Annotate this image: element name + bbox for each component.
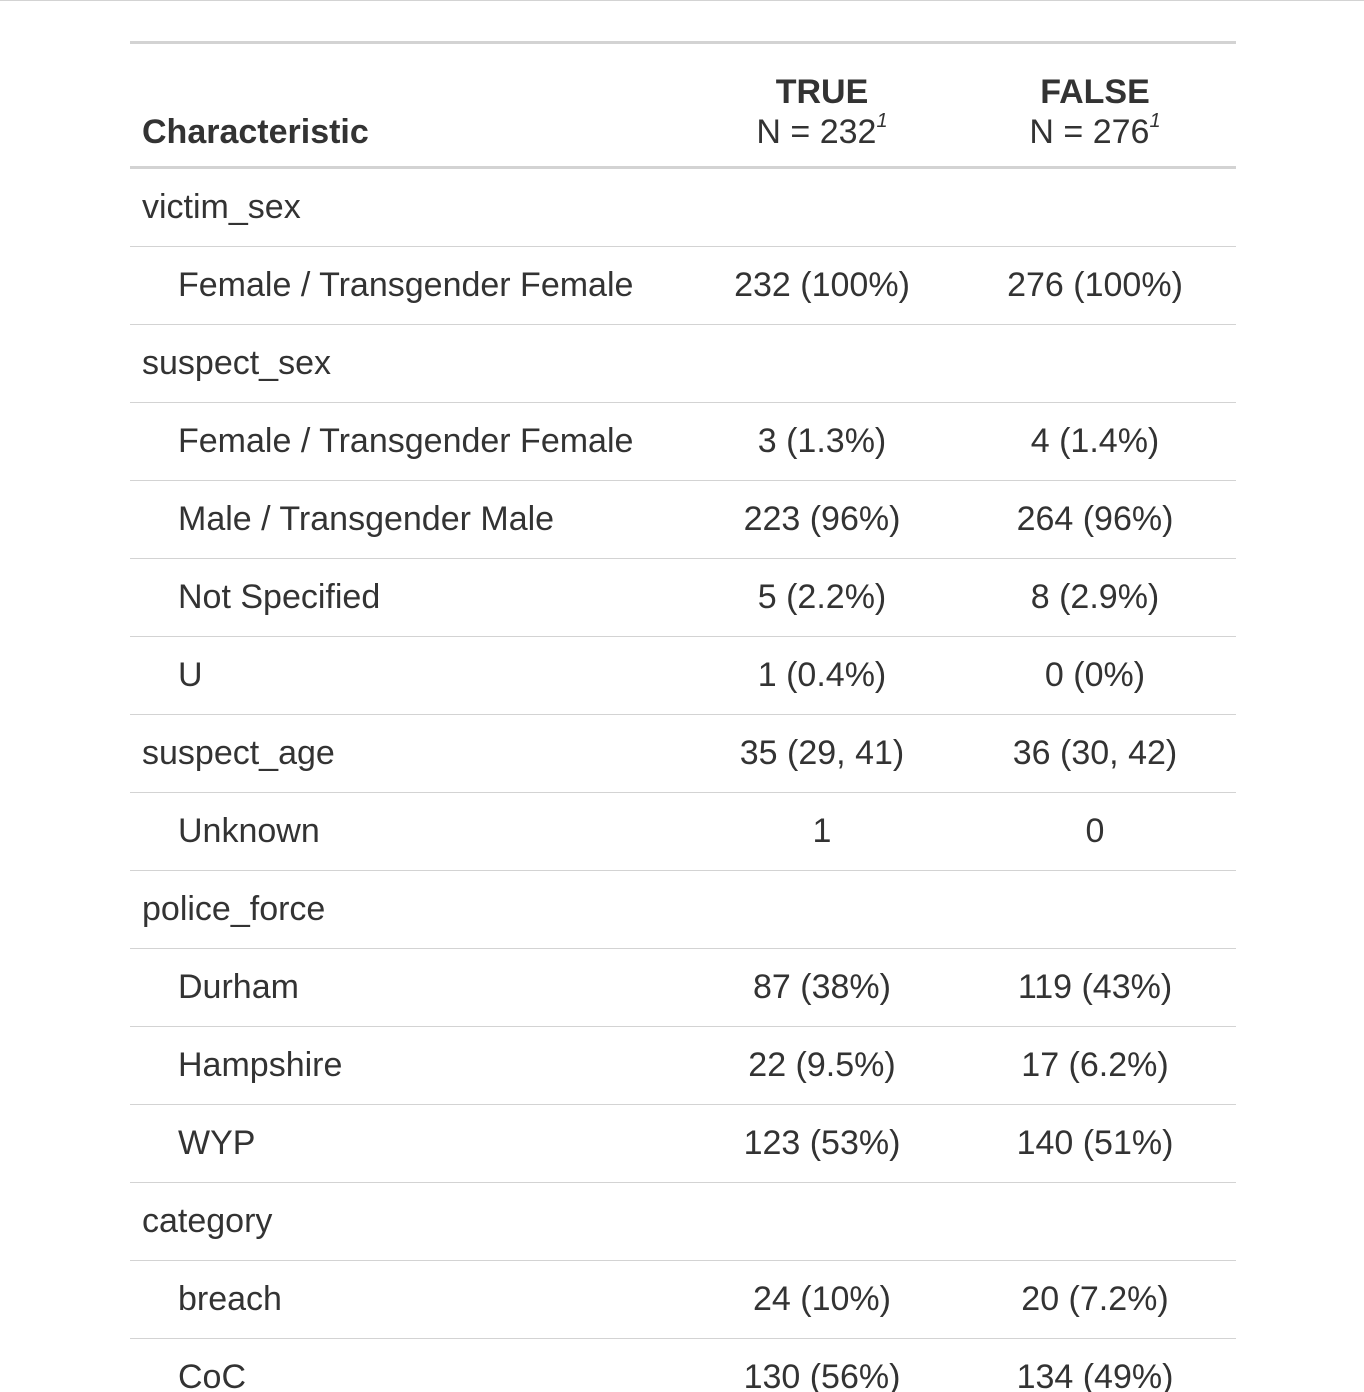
row-label: Female / Transgender Female [130, 246, 690, 325]
table-row: suspect_sex [130, 324, 1236, 403]
true-group-header: TRUE N = 2321 [690, 42, 954, 169]
table-row: U 1 (0.4%) 0 (0%) [130, 636, 1236, 715]
row-label: Hampshire [130, 1026, 690, 1105]
true-value: 24 (10%) [690, 1260, 954, 1339]
table-row: breach 24 (10%) 20 (7.2%) [130, 1260, 1236, 1339]
row-label: U [130, 636, 690, 715]
table-row: suspect_age 35 (29, 41) 36 (30, 42) [130, 714, 1236, 793]
table-row: Female / Transgender Female 232 (100%) 2… [130, 246, 1236, 325]
false-value: 36 (30, 42) [954, 714, 1236, 793]
false-value: 0 [954, 792, 1236, 871]
true-value: 3 (1.3%) [690, 402, 954, 481]
true-value: 123 (53%) [690, 1104, 954, 1183]
false-value: 0 (0%) [954, 636, 1236, 715]
table-row: police_force [130, 870, 1236, 949]
row-label: Not Specified [130, 558, 690, 637]
footnote-mark: 1 [1149, 110, 1161, 132]
row-label: CoC [130, 1338, 690, 1392]
row-label: suspect_age [130, 714, 690, 793]
table-row: category [130, 1182, 1236, 1261]
false-value: 264 (96%) [954, 480, 1236, 559]
false-group-header: FALSE N = 2761 [954, 42, 1236, 169]
row-label: WYP [130, 1104, 690, 1183]
header-row: Characteristic TRUE N = 2321 FALSE N = 276… [130, 42, 1236, 169]
false-value [954, 1182, 1236, 1261]
false-value: 17 (6.2%) [954, 1026, 1236, 1105]
table-row: Female / Transgender Female 3 (1.3%) 4 (… [130, 402, 1236, 481]
true-value: 87 (38%) [690, 948, 954, 1027]
row-label: Female / Transgender Female [130, 402, 690, 481]
table-row: Hampshire 22 (9.5%) 17 (6.2%) [130, 1026, 1236, 1105]
row-label: Unknown [130, 792, 690, 871]
table-row: Male / Transgender Male 223 (96%) 264 (9… [130, 480, 1236, 559]
summary-table: Characteristic TRUE N = 2321 FALSE N = 276… [130, 41, 1236, 1392]
table-row: Durham 87 (38%) 119 (43%) [130, 948, 1236, 1027]
top-divider [0, 0, 1364, 1]
row-label: police_force [130, 870, 690, 949]
footnote-mark: 1 [876, 110, 888, 132]
false-value [954, 167, 1236, 247]
group-n: N = 232 [756, 113, 877, 151]
row-label: suspect_sex [130, 324, 690, 403]
false-value: 140 (51%) [954, 1104, 1236, 1183]
row-label: breach [130, 1260, 690, 1339]
false-value: 4 (1.4%) [954, 402, 1236, 481]
true-value: 5 (2.2%) [690, 558, 954, 637]
false-value: 119 (43%) [954, 948, 1236, 1027]
false-value [954, 870, 1236, 949]
true-value: 1 [690, 792, 954, 871]
true-value [690, 1182, 954, 1261]
row-label: Male / Transgender Male [130, 480, 690, 559]
true-value [690, 167, 954, 247]
row-label: Durham [130, 948, 690, 1027]
true-value: 223 (96%) [690, 480, 954, 559]
true-value: 1 (0.4%) [690, 636, 954, 715]
group-n: N = 276 [1029, 113, 1150, 151]
false-value: 8 (2.9%) [954, 558, 1236, 637]
false-value: 20 (7.2%) [954, 1260, 1236, 1339]
table-row: Not Specified 5 (2.2%) 8 (2.9%) [130, 558, 1236, 637]
table-row: Unknown 1 0 [130, 792, 1236, 871]
true-value: 130 (56%) [690, 1338, 954, 1392]
row-label: category [130, 1182, 690, 1261]
true-value: 232 (100%) [690, 246, 954, 325]
true-value [690, 870, 954, 949]
false-value: 134 (49%) [954, 1338, 1236, 1392]
group-name: FALSE [1040, 73, 1150, 111]
false-value: 276 (100%) [954, 246, 1236, 325]
group-name: TRUE [775, 73, 869, 111]
true-value: 22 (9.5%) [690, 1026, 954, 1105]
table-row: victim_sex [130, 167, 1236, 247]
false-value [954, 324, 1236, 403]
row-label: victim_sex [130, 167, 690, 247]
true-value [690, 324, 954, 403]
table-row: WYP 123 (53%) 140 (51%) [130, 1104, 1236, 1183]
table-row: CoC 130 (56%) 134 (49%) [130, 1338, 1236, 1392]
characteristic-header: Characteristic [130, 42, 690, 169]
true-value: 35 (29, 41) [690, 714, 954, 793]
